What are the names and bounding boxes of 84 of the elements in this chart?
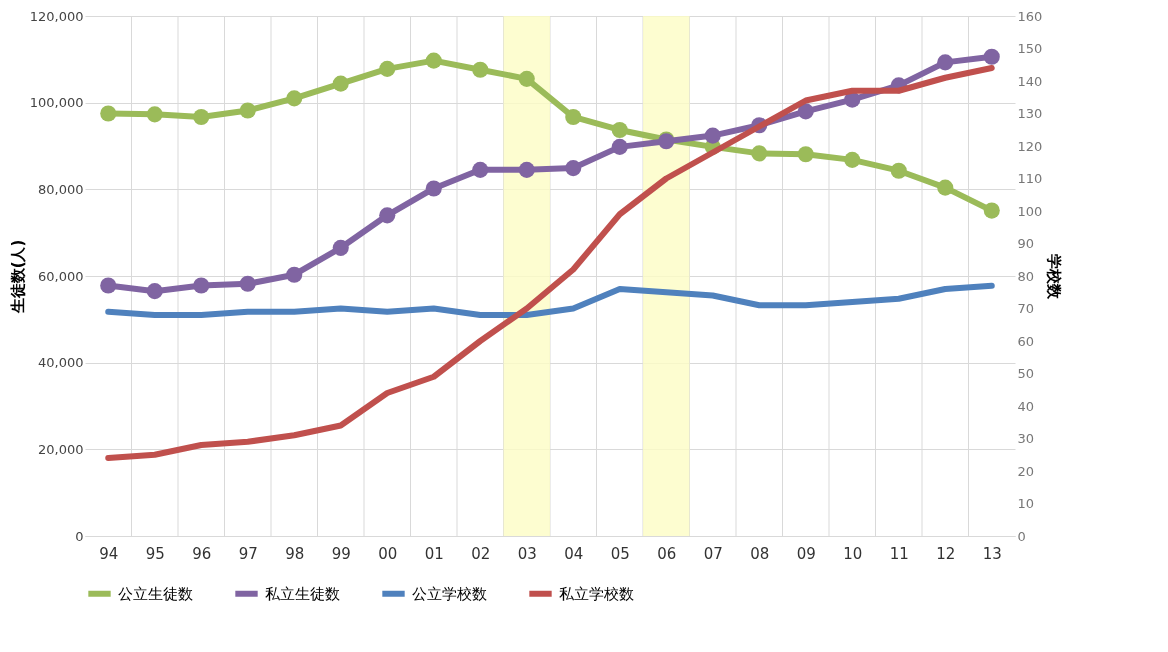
x-tick-label: 06 <box>657 544 677 563</box>
point <box>286 266 303 283</box>
y-axis-title: 生徒数(人) <box>8 239 27 315</box>
point <box>565 108 582 126</box>
y-tick-label: 40,000 <box>38 355 84 371</box>
point <box>425 52 442 69</box>
y-tick-label: 100,000 <box>29 95 84 111</box>
x-tick-label: 08 <box>750 544 770 563</box>
point <box>472 61 489 78</box>
point <box>611 138 628 155</box>
point <box>983 48 1000 65</box>
y2-tick-label: 40 <box>1017 398 1035 414</box>
point <box>100 277 117 294</box>
x-tick-label: 99 <box>331 544 351 563</box>
y2-axis-title: 学校数 <box>1045 254 1064 300</box>
point <box>611 121 628 139</box>
y2-tick-label: 20 <box>1017 463 1035 479</box>
x-tick-label: 07 <box>703 544 723 563</box>
point <box>146 283 163 300</box>
y2-tick-label: 110 <box>1017 171 1043 186</box>
x-tick-label: 04 <box>564 544 584 563</box>
point <box>518 70 535 87</box>
x-tick-label: 05 <box>610 544 630 563</box>
x-tick-label: 12 <box>936 544 956 563</box>
y2-tick-label: 70 <box>1017 301 1035 316</box>
y2-tick-label: 0 <box>1017 528 1026 544</box>
point <box>100 105 117 122</box>
point <box>937 179 954 196</box>
point <box>704 127 721 144</box>
point <box>425 180 442 197</box>
point <box>379 60 396 77</box>
y-tick-label: 20,000 <box>38 441 84 457</box>
y2-tick-label: 80 <box>1017 268 1035 284</box>
point <box>797 146 814 163</box>
point <box>565 160 582 177</box>
point <box>937 54 954 71</box>
point <box>890 162 907 179</box>
y-tick-label: 80,000 <box>38 181 84 197</box>
point <box>286 90 303 107</box>
y2-tick-label: 140 <box>1017 73 1043 89</box>
y-tick-label: 120,000 <box>29 8 84 24</box>
point <box>239 275 256 292</box>
y2-tick-label: 150 <box>1017 41 1043 56</box>
y-tick-label: 60,000 <box>38 268 84 284</box>
point <box>146 106 163 123</box>
y2-tick-label: 10 <box>1017 496 1035 511</box>
y-tick-label: 0 <box>75 528 84 544</box>
point <box>332 75 349 92</box>
point <box>472 161 489 178</box>
point <box>797 103 814 120</box>
x-tick-label: 09 <box>796 544 816 563</box>
point <box>983 202 1000 219</box>
point <box>193 108 210 126</box>
point <box>193 277 210 294</box>
x-tick-label: 96 <box>192 544 212 563</box>
x-tick-label: 97 <box>238 544 258 563</box>
legend-label: 公立生徒数 <box>118 584 193 603</box>
point <box>332 239 349 256</box>
point <box>844 151 861 168</box>
y2-tick-label: 160 <box>1017 8 1043 24</box>
y2-tick-label: 130 <box>1017 106 1043 121</box>
x-tick-label: 10 <box>843 544 863 563</box>
legend-label: 私立生徒数 <box>265 584 340 603</box>
y2-tick-label: 30 <box>1017 431 1035 446</box>
point <box>751 145 768 162</box>
x-tick-label: 95 <box>145 544 165 563</box>
point <box>379 207 396 224</box>
y2-tick-label: 100 <box>1017 203 1043 219</box>
y2-tick-label: 60 <box>1017 333 1035 349</box>
x-tick-label: 94 <box>99 544 119 563</box>
x-tick-label: 01 <box>424 544 444 563</box>
x-tick-label: 98 <box>285 544 305 563</box>
x-tick-label: 03 <box>517 544 537 563</box>
x-tick-label: 02 <box>471 544 491 563</box>
x-tick-label: 00 <box>378 544 398 563</box>
y2-tick-label: 90 <box>1017 236 1035 251</box>
point <box>239 102 256 119</box>
y2-tick-label: 120 <box>1017 138 1043 154</box>
x-tick-label: 13 <box>982 544 1002 563</box>
y2-tick-label: 50 <box>1017 366 1035 381</box>
x-tick-label: 11 <box>889 544 909 563</box>
point <box>518 161 535 178</box>
legend-label: 公立学校数 <box>412 584 487 603</box>
legend-label: 私立学校数 <box>559 584 634 603</box>
